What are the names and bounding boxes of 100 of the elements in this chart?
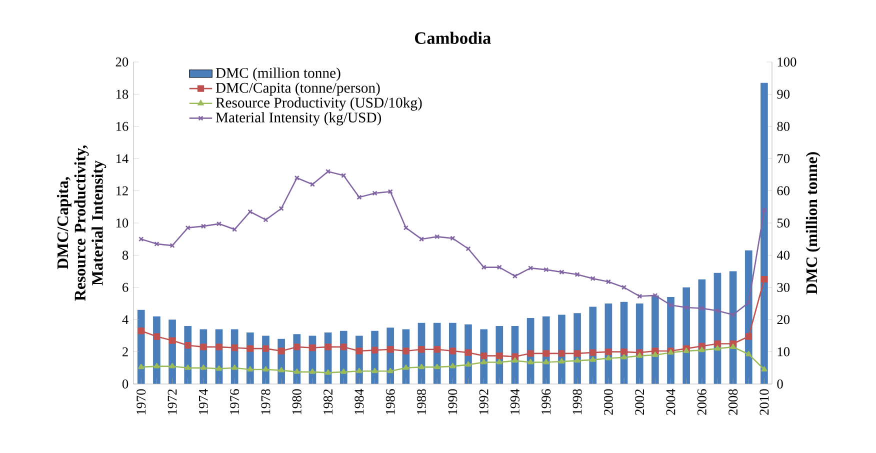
point <box>714 345 720 350</box>
point <box>434 346 440 353</box>
point <box>620 348 628 355</box>
y-tick-label: 8 <box>122 250 128 260</box>
point <box>746 350 752 356</box>
y2-tick-label: 60 <box>777 186 790 196</box>
point <box>387 346 394 353</box>
point <box>294 368 300 374</box>
y2-tick-label: 70 <box>778 154 790 163</box>
point <box>668 302 674 308</box>
x-tick-label: 1986 <box>386 388 395 414</box>
point <box>449 347 456 354</box>
point <box>154 362 160 368</box>
x-tick-label: 1984 <box>354 388 364 414</box>
point <box>310 182 316 187</box>
y-tick-label: 0 <box>122 379 128 388</box>
point <box>450 362 456 368</box>
x-tick-label: 1970 <box>136 389 146 414</box>
y2-tick-label: 100 <box>778 57 796 66</box>
point <box>606 279 611 284</box>
y-tick-label: 2 <box>122 347 128 356</box>
point <box>590 356 596 362</box>
x-tick-label: 2010 <box>760 389 769 415</box>
legend-label: DMC/Capita (tonne/person) <box>216 82 380 96</box>
x-tick-label: 1978 <box>261 389 270 414</box>
x-tick-label: 1996 <box>542 388 551 414</box>
y2-tick-label: 80 <box>777 122 790 131</box>
point <box>574 350 581 357</box>
point <box>340 343 347 350</box>
point <box>216 365 222 371</box>
point <box>263 217 268 222</box>
point <box>232 226 238 232</box>
point <box>512 357 518 362</box>
point <box>760 276 768 283</box>
point <box>372 368 378 373</box>
x-tick-label: 2004 <box>666 388 676 415</box>
point <box>621 284 627 290</box>
y-tick-label: 16 <box>116 122 128 131</box>
point <box>730 312 736 318</box>
point <box>637 294 642 299</box>
point <box>262 345 270 352</box>
y-tick-label: 10 <box>116 218 128 228</box>
point <box>698 346 705 352</box>
x-tick-label: 1998 <box>572 389 582 414</box>
point <box>403 225 408 230</box>
point <box>387 368 394 373</box>
point <box>372 190 378 196</box>
point <box>356 194 362 200</box>
point <box>216 221 222 226</box>
point <box>699 306 704 311</box>
bar <box>682 287 690 384</box>
point <box>294 343 300 350</box>
y2-tick-label: 50 <box>777 218 790 228</box>
point <box>341 172 346 178</box>
point <box>434 364 440 369</box>
point <box>652 292 658 298</box>
x-tick-label: 2002 <box>635 389 644 415</box>
point <box>138 327 144 334</box>
point <box>262 366 269 372</box>
y-tick-label: 20 <box>116 57 128 66</box>
y2-tick-label: 0 <box>777 379 783 388</box>
legend-label: DMC (million tonne) <box>216 67 340 81</box>
point <box>324 343 332 350</box>
point <box>480 352 488 359</box>
y-tick-label: 14 <box>116 154 128 163</box>
point <box>590 349 596 356</box>
y-tick-label: 4 <box>122 315 128 324</box>
point <box>652 352 658 357</box>
point <box>574 272 580 277</box>
y-tick-label: 12 <box>116 186 128 196</box>
x-tick-label: 1974 <box>198 388 208 414</box>
point <box>761 366 768 372</box>
point <box>278 366 284 372</box>
point <box>309 368 316 374</box>
point <box>388 188 393 194</box>
point <box>200 364 206 370</box>
point <box>528 265 534 270</box>
point <box>246 345 254 352</box>
point <box>605 348 612 355</box>
y-tick-label: 18 <box>116 90 128 99</box>
point <box>745 333 752 340</box>
point <box>496 264 502 270</box>
y2-axis-title: DMC (million tonne) <box>806 152 820 294</box>
point <box>402 347 410 354</box>
point <box>558 358 565 364</box>
point <box>527 350 534 357</box>
point <box>543 358 550 364</box>
point <box>184 364 191 370</box>
point <box>278 206 284 211</box>
point <box>481 264 486 270</box>
x-tick-label: 1988 <box>417 389 426 414</box>
point <box>466 246 471 252</box>
point <box>138 364 144 369</box>
point <box>450 236 456 241</box>
y2-tick-label: 10 <box>778 347 790 356</box>
point <box>200 343 207 350</box>
point <box>636 352 643 358</box>
point <box>574 357 580 362</box>
point <box>684 304 689 310</box>
point <box>170 242 175 248</box>
